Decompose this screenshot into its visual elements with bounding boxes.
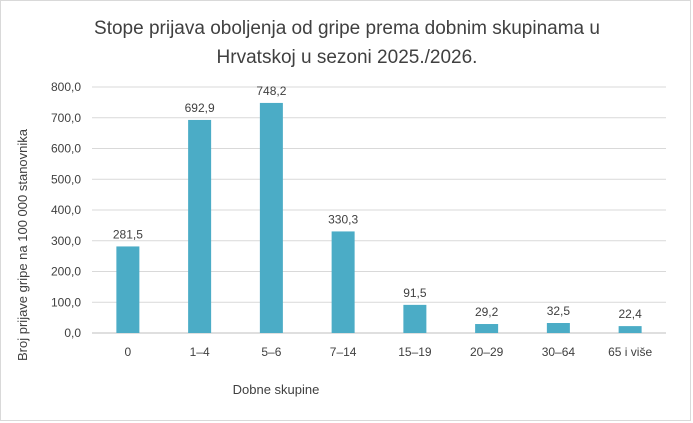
y-tick-label: 800,0 bbox=[51, 80, 81, 94]
y-tick-label: 300,0 bbox=[51, 234, 81, 248]
x-axis-title: Dobne skupine bbox=[233, 382, 320, 397]
data-label: 29,2 bbox=[475, 305, 499, 319]
chart-title-line-1: Stope prijava oboljenja od gripe prema d… bbox=[94, 18, 600, 39]
bar bbox=[188, 119, 212, 333]
y-tick-label: 700,0 bbox=[51, 111, 81, 125]
data-label: 32,5 bbox=[547, 304, 571, 318]
y-tick-label: 500,0 bbox=[51, 172, 81, 186]
y-axis-ticks: 0,0 100,0 200,0 300,0 400,0 500,0 600,0 700,0 80… bbox=[51, 80, 81, 340]
bar bbox=[331, 231, 355, 333]
x-tick-label: 20–29 bbox=[470, 345, 504, 359]
gridlines bbox=[92, 86, 666, 334]
y-tick-label: 0,0 bbox=[64, 326, 81, 340]
data-label: 330,3 bbox=[328, 212, 358, 226]
x-tick-label: 15–19 bbox=[398, 345, 432, 359]
bar bbox=[259, 102, 283, 333]
x-tick-label: 5–6 bbox=[261, 345, 281, 359]
y-tick-label: 200,0 bbox=[51, 265, 81, 279]
data-label: 748,2 bbox=[256, 84, 286, 98]
x-tick-label: 65 i više bbox=[608, 345, 652, 359]
x-axis-categories: 0 1–4 5–6 7–14 15–19 20–29 30–64 65 i više bbox=[125, 345, 653, 359]
y-tick-label: 400,0 bbox=[51, 203, 81, 217]
x-tick-label: 0 bbox=[125, 345, 132, 359]
x-tick-label: 30–64 bbox=[542, 345, 576, 359]
bar bbox=[116, 246, 140, 333]
data-label: 281,5 bbox=[113, 227, 143, 241]
y-tick-label: 600,0 bbox=[51, 142, 81, 156]
bar bbox=[403, 304, 427, 333]
bar bbox=[546, 323, 570, 333]
y-tick-label: 100,0 bbox=[51, 295, 81, 309]
data-labels: 281,5 692,9 748,2 330,3 91,5 29,2 32,5 22,4 bbox=[113, 84, 642, 321]
bar bbox=[618, 326, 642, 333]
data-label: 22,4 bbox=[618, 307, 642, 321]
chart-title-line-2: Hrvatskoj u sezoni 2025./2026. bbox=[217, 47, 478, 68]
data-label: 91,5 bbox=[403, 286, 427, 300]
x-tick-label: 7–14 bbox=[330, 345, 357, 359]
data-label: 692,9 bbox=[185, 101, 215, 115]
bars bbox=[116, 102, 642, 333]
bar bbox=[475, 324, 499, 333]
y-axis-title: Broj prijave gripe na 100 000 stanovnika bbox=[15, 128, 30, 361]
x-tick-label: 1–4 bbox=[190, 345, 210, 359]
